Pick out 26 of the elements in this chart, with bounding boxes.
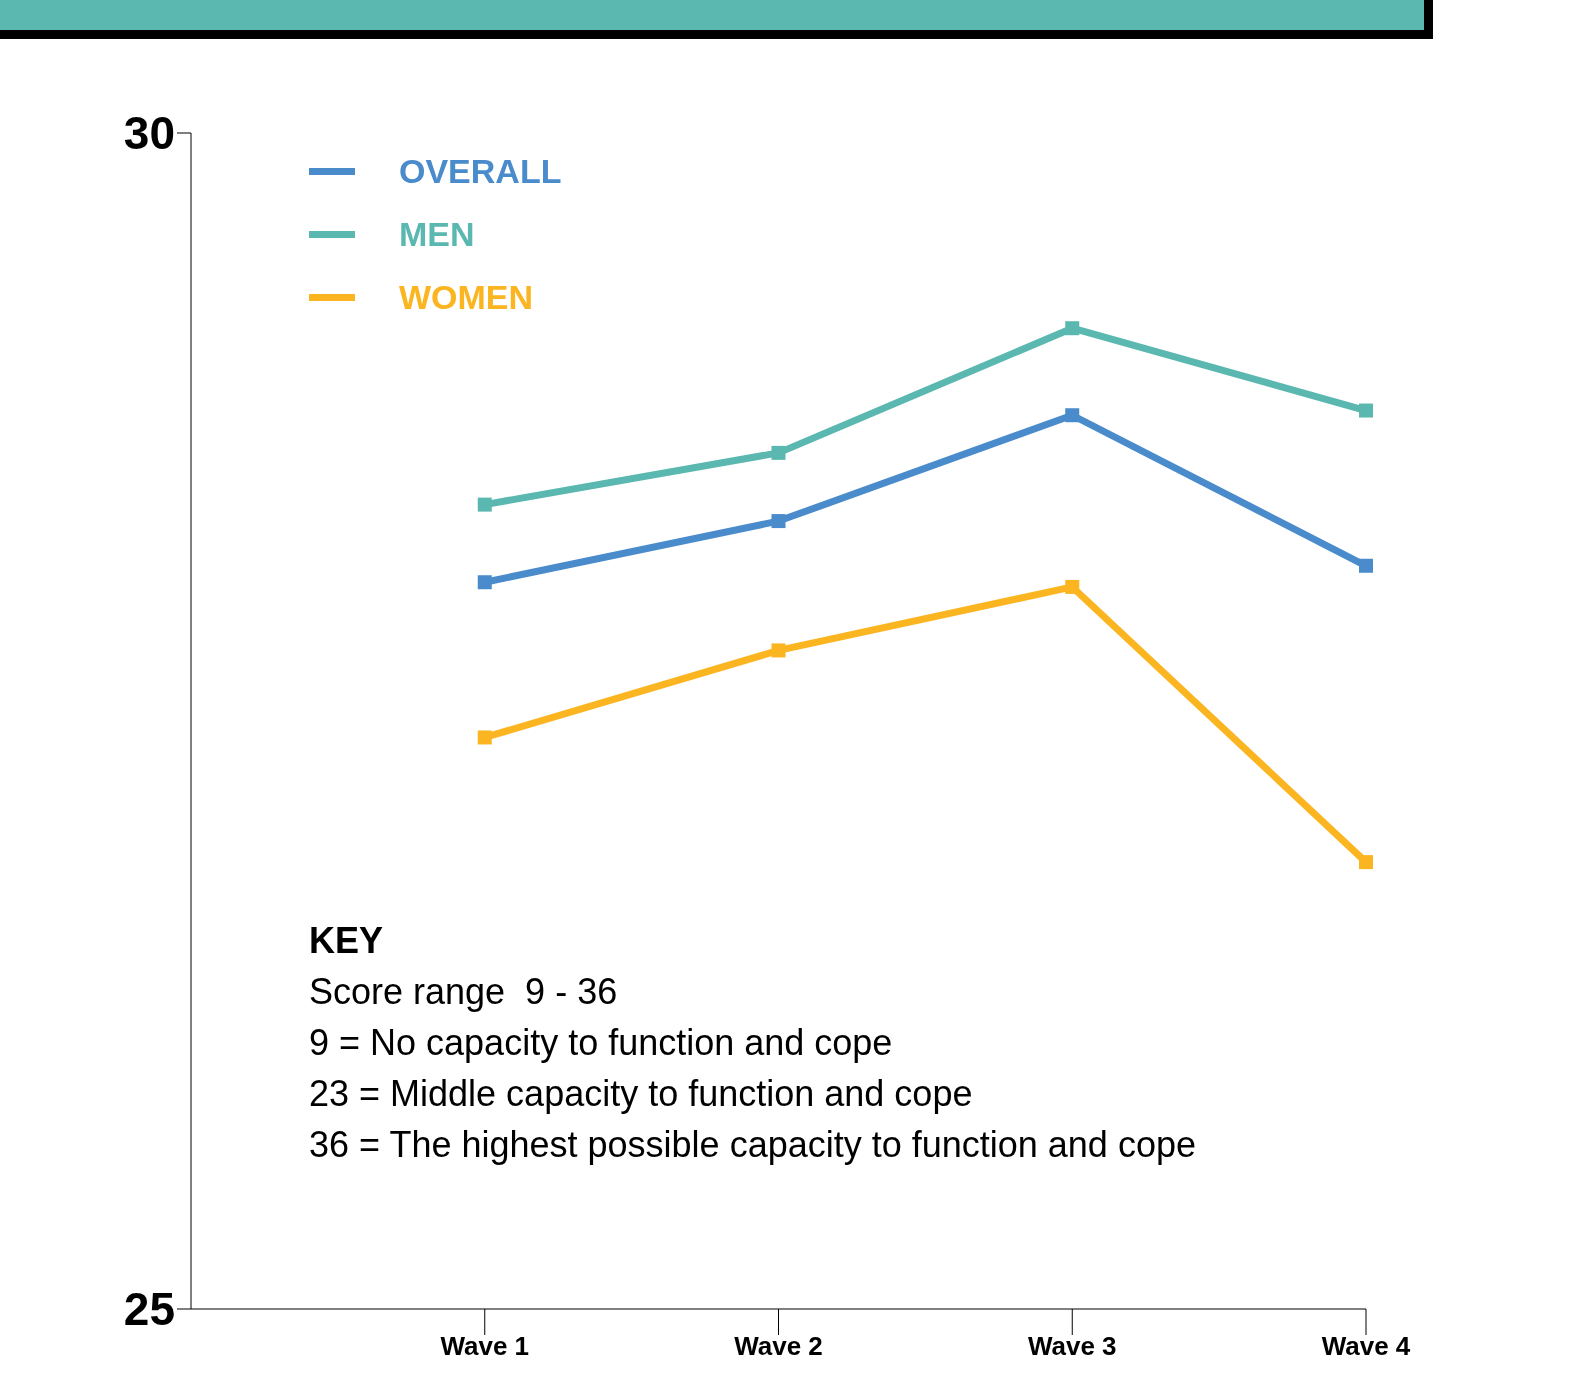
annotation: KEY	[309, 919, 385, 963]
annotation: 36 = The highest possible capacity to function and cope	[309, 1123, 1196, 1167]
point	[771, 445, 786, 460]
x-tick-label: Wave 3	[1027, 1331, 1117, 1362]
point	[771, 514, 786, 529]
annotation: 9 = No capacity to function and cope	[309, 1021, 894, 1065]
point	[1359, 403, 1373, 418]
x-tick-label: Wave 4	[1321, 1331, 1411, 1362]
point	[1359, 558, 1373, 573]
x-tick-label: Wave 1	[440, 1331, 530, 1362]
point	[477, 497, 492, 512]
annotation: Score range 9 - 36	[309, 970, 619, 1014]
annotation: 23 = Middle capacity to function and cope	[309, 1072, 974, 1116]
y-tick-label: 25	[123, 1283, 175, 1336]
legend-label: WOMEN	[399, 278, 534, 317]
point	[1065, 408, 1080, 423]
point	[1065, 321, 1080, 336]
point	[477, 730, 492, 745]
x-tick-label: Wave 2	[734, 1331, 823, 1362]
point	[477, 575, 492, 590]
point	[1359, 855, 1373, 870]
point	[771, 643, 786, 658]
legend-label: OVERALL	[399, 152, 562, 191]
legend-label: MEN	[399, 215, 475, 254]
point	[1065, 579, 1080, 594]
y-tick-label: 30	[123, 107, 175, 160]
